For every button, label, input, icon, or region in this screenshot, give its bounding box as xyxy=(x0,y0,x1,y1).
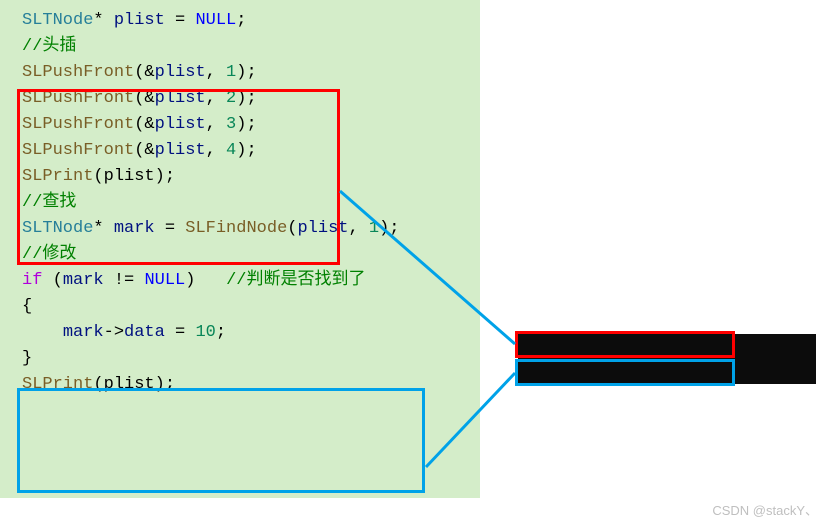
code-push-3: SLPushFront(&plist, 3); xyxy=(0,112,480,138)
code-line-01: SLTNode* plist = NULL; xyxy=(0,8,480,34)
code-panel: SLTNode* plist = NULL; //头插 SLPushFront(… xyxy=(0,0,480,498)
code-push-2: SLPushFront(&plist, 2); xyxy=(0,86,480,112)
code-if: if (mark != NULL) //判断是否找到了 xyxy=(0,268,480,294)
code-push-4: SLPushFront(&plist, 4); xyxy=(0,138,480,164)
code-brace-open: { xyxy=(0,294,480,320)
code-push-1: SLPushFront(&plist, 1); xyxy=(0,60,480,86)
watermark: CSDN @stackY、 xyxy=(712,500,818,519)
code-comment-modify: //修改 xyxy=(0,242,480,268)
code-print-1: SLPrint(plist); xyxy=(0,164,480,190)
token-type: SLTNode xyxy=(22,11,93,30)
code-find: SLTNode* mark = SLFindNode(plist, 1); xyxy=(0,216,480,242)
comment-text: //头插 xyxy=(22,37,76,56)
code-brace-close: } xyxy=(0,346,480,372)
terminal-line-1: 4->3->2->1->NULL xyxy=(524,380,810,402)
code-assign: mark->data = 10; xyxy=(0,320,480,346)
code-print-2: SLPrint(plist); xyxy=(0,372,480,398)
token-semi: ; xyxy=(236,11,246,30)
code-comment-find: //查找 xyxy=(0,190,480,216)
token-var: plist xyxy=(114,11,165,30)
token-star: * xyxy=(93,11,103,30)
token-fn: SLPushFront xyxy=(22,63,134,82)
terminal-line-2: 4->3->2->10->NULL xyxy=(524,446,810,468)
token-eq: = xyxy=(165,11,196,30)
code-comment-head: //头插 xyxy=(0,34,480,60)
terminal-output: 4->3->2->1->NULL 4->3->2->10->NULL xyxy=(518,334,816,384)
token-null: NULL xyxy=(195,11,236,30)
